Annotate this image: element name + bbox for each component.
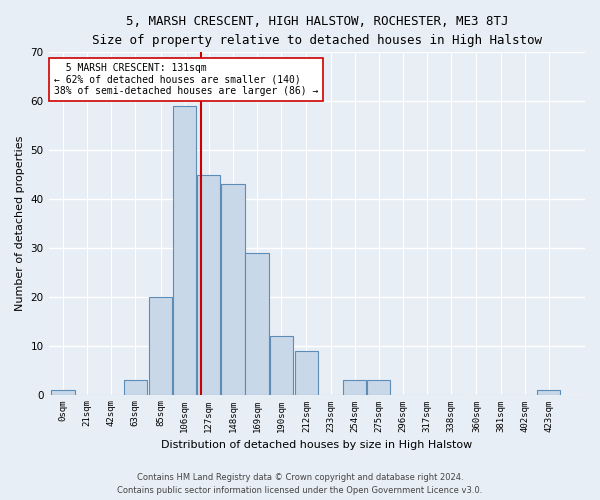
Bar [343,380,366,394]
Bar [537,390,560,394]
Bar [245,253,269,394]
Title: 5, MARSH CRESCENT, HIGH HALSTOW, ROCHESTER, ME3 8TJ
Size of property relative to: 5, MARSH CRESCENT, HIGH HALSTOW, ROCHEST… [92,15,542,47]
Bar [173,106,196,395]
Text: Contains HM Land Registry data © Crown copyright and database right 2024.
Contai: Contains HM Land Registry data © Crown c… [118,474,482,495]
Bar [197,174,220,394]
Bar [295,350,318,395]
Bar [221,184,245,394]
Bar [124,380,147,394]
Y-axis label: Number of detached properties: Number of detached properties [15,136,25,311]
X-axis label: Distribution of detached houses by size in High Halstow: Distribution of detached houses by size … [161,440,472,450]
Bar [51,390,74,394]
Bar [367,380,391,394]
Bar [149,297,172,394]
Text: 5 MARSH CRESCENT: 131sqm
← 62% of detached houses are smaller (140)
38% of semi-: 5 MARSH CRESCENT: 131sqm ← 62% of detach… [54,62,318,96]
Bar [269,336,293,394]
